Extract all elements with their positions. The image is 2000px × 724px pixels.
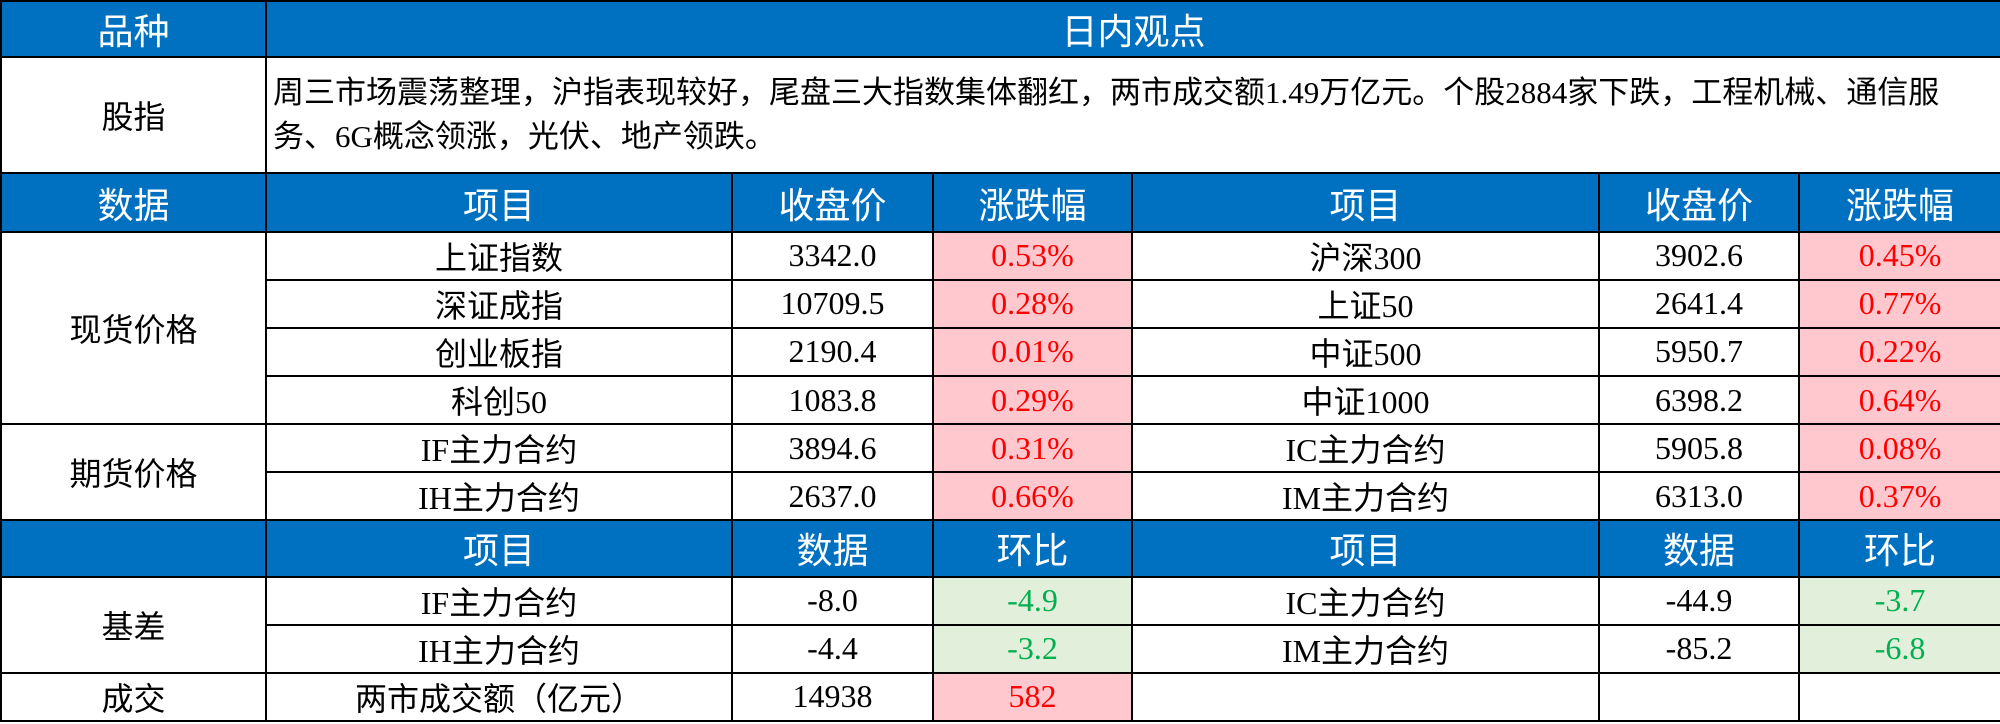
data-cell: 3894.6 bbox=[731, 423, 934, 474]
header-cell bbox=[0, 519, 267, 578]
row-label: 现货价格 bbox=[0, 230, 267, 426]
row-label: 成交 bbox=[0, 671, 267, 723]
data-cell: -3.2 bbox=[932, 623, 1133, 674]
empty-cell bbox=[1598, 671, 1800, 723]
data-cell: 0.77% bbox=[1797, 278, 2000, 329]
data-cell: 582 bbox=[932, 671, 1133, 723]
data-cell: IC主力合约 bbox=[1131, 575, 1600, 626]
data-cell: 中证500 bbox=[1131, 326, 1600, 377]
data-cell: 0.29% bbox=[932, 374, 1133, 426]
data-cell: 0.37% bbox=[1797, 471, 2000, 522]
data-cell: -4.4 bbox=[731, 623, 934, 674]
data-cell: 上证指数 bbox=[265, 230, 733, 281]
data-cell: 5905.8 bbox=[1598, 423, 1800, 474]
data-cell: 0.01% bbox=[932, 326, 1133, 377]
data-cell: 5950.7 bbox=[1598, 326, 1800, 377]
data-cell: 0.08% bbox=[1797, 423, 2000, 474]
data-cell: 1083.8 bbox=[731, 374, 934, 426]
table-row: 项目 数据 环比 项目 数据 环比 bbox=[0, 519, 2000, 578]
table-row: 基差 IF主力合约 -8.0 -4.9 IC主力合约 -44.9 -3.7 bbox=[0, 575, 2000, 674]
data-cell: 创业板指 bbox=[265, 326, 733, 377]
header-cell: 收盘价 bbox=[1598, 172, 1800, 233]
table-row: 成交 两市成交额（亿元） 14938 582 bbox=[0, 671, 2000, 723]
data-cell: 上证50 bbox=[1131, 278, 1600, 329]
data-cell: IM主力合约 bbox=[1131, 471, 1600, 522]
table-row: 数据 项目 收盘价 涨跌幅 项目 收盘价 涨跌幅 bbox=[0, 172, 2000, 233]
data-cell: 0.45% bbox=[1797, 230, 2000, 281]
empty-cell bbox=[1131, 671, 1600, 723]
row-label: 期货价格 bbox=[0, 423, 267, 522]
data-cell: IF主力合约 bbox=[265, 423, 733, 474]
empty-cell bbox=[1797, 671, 2000, 723]
data-cell: 14938 bbox=[731, 671, 934, 723]
table-row: 期货价格 IF主力合约 3894.6 0.31% IC主力合约 5905.8 0.08% bbox=[0, 423, 2000, 522]
table-row: 股指 周三市场震荡整理，沪指表现较好，尾盘三大指数集体翻红，两市成交额1.49万亿… bbox=[0, 56, 2000, 175]
data-cell: IC主力合约 bbox=[1131, 423, 1600, 474]
table-row: IH主力合约 2637.0 0.66% IM主力合约 6313.0 0.37% bbox=[1, 471, 2000, 522]
data-cell: 6398.2 bbox=[1598, 374, 1800, 426]
data-cell: 2641.4 bbox=[1598, 278, 1800, 329]
header-cell: 涨跌幅 bbox=[932, 172, 1133, 233]
data-cell: 6313.0 bbox=[1598, 471, 1800, 522]
data-cell: -3.7 bbox=[1797, 575, 2000, 626]
header-cell: 环比 bbox=[932, 519, 1133, 578]
data-cell: 两市成交额（亿元） bbox=[265, 671, 733, 723]
commentary: 周三市场震荡整理，沪指表现较好，尾盘三大指数集体翻红，两市成交额1.49万亿元。… bbox=[264, 56, 2000, 175]
data-cell: 3902.6 bbox=[1598, 230, 1800, 281]
header-cell: 品种 bbox=[0, 0, 267, 59]
table-row: 深证成指 10709.5 0.28% 上证50 2641.4 0.77% bbox=[1, 278, 2000, 329]
data-cell: 0.22% bbox=[1797, 326, 2000, 377]
data-cell: -6.8 bbox=[1797, 623, 2000, 674]
data-cell: -44.9 bbox=[1598, 575, 1800, 626]
data-cell: -8.0 bbox=[731, 575, 934, 626]
header-cell: 项目 bbox=[1131, 519, 1600, 578]
data-cell: 0.28% bbox=[932, 278, 1133, 329]
table-row: 现货价格 上证指数 3342.0 0.53% 沪深300 3902.6 0.45% bbox=[0, 230, 2000, 426]
header-cell: 数据 bbox=[731, 519, 934, 578]
data-cell: 3342.0 bbox=[731, 230, 934, 281]
row-label: 基差 bbox=[0, 575, 267, 674]
header-cell: 涨跌幅 bbox=[1797, 172, 2000, 233]
data-cell: 2190.4 bbox=[731, 326, 934, 377]
data-cell: 10709.5 bbox=[731, 278, 934, 329]
table-row: IH主力合约 -4.4 -3.2 IM主力合约 -85.2 -6.8 bbox=[1, 623, 2000, 674]
data-cell: -4.9 bbox=[932, 575, 1133, 626]
data-cell: 0.53% bbox=[932, 230, 1133, 281]
header-cell: 项目 bbox=[265, 519, 733, 578]
data-cell: 中证1000 bbox=[1131, 374, 1600, 426]
data-cell: IM主力合约 bbox=[1131, 623, 1600, 674]
data-cell: 0.31% bbox=[932, 423, 1133, 474]
data-cell: 科创50 bbox=[265, 374, 733, 426]
data-cell: 沪深300 bbox=[1131, 230, 1600, 281]
data-cell: IH主力合约 bbox=[265, 623, 733, 674]
table-row: 品种 日内观点 bbox=[0, 0, 2000, 59]
header-cell: 数据 bbox=[0, 172, 267, 233]
table-row: 创业板指 2190.4 0.01% 中证500 5950.7 0.22% bbox=[1, 326, 2000, 377]
table-row: 科创50 1083.8 0.29% 中证1000 6398.2 0.64% bbox=[1, 374, 2000, 426]
data-cell: 2637.0 bbox=[731, 471, 934, 522]
data-cell: 深证成指 bbox=[265, 278, 733, 329]
data-cell: 0.66% bbox=[932, 471, 1133, 522]
row-label: 股指 bbox=[0, 56, 267, 175]
header-cell: 环比 bbox=[1797, 519, 2000, 578]
header-cell: 日内观点 bbox=[264, 0, 2000, 59]
header-cell: 数据 bbox=[1598, 519, 1800, 578]
header-cell: 项目 bbox=[265, 172, 733, 233]
data-cell: -85.2 bbox=[1598, 623, 1800, 674]
header-cell: 项目 bbox=[1131, 172, 1600, 233]
header-cell: 收盘价 bbox=[731, 172, 934, 233]
data-cell: IH主力合约 bbox=[265, 471, 733, 522]
data-cell: 0.64% bbox=[1797, 374, 2000, 426]
data-cell: IF主力合约 bbox=[265, 575, 733, 626]
